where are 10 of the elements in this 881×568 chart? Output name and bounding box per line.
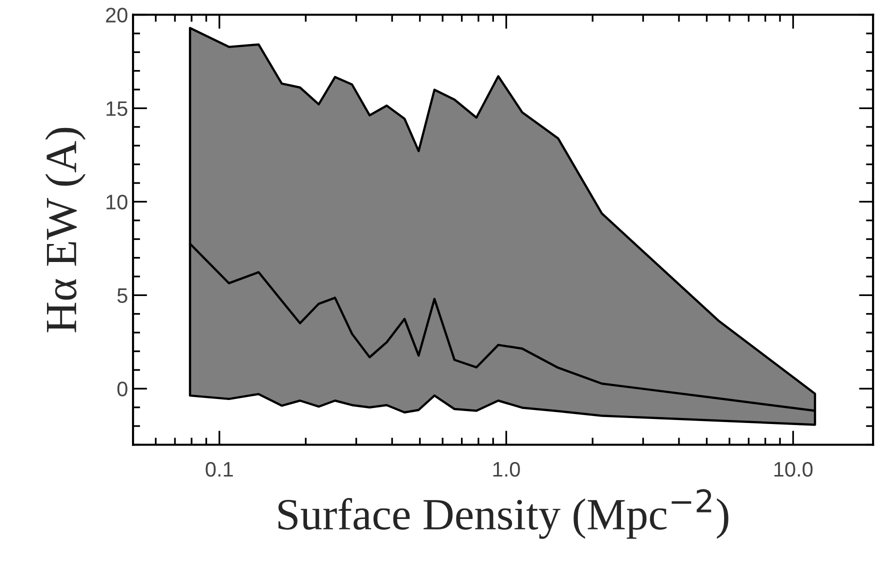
x-tick-label: 1.0 xyxy=(493,462,520,477)
y-tick-label: 0 xyxy=(117,382,128,396)
y-tick-label: 5 xyxy=(117,288,128,303)
y-tick-label: 10 xyxy=(106,194,128,210)
y-tick-label: 15 xyxy=(106,101,128,116)
x-tick-label: 10.0 xyxy=(774,462,813,477)
x-axis-title: Surface Density (Mpc$^{−2}$) xyxy=(278,489,728,539)
y-axis-title: Hα EW (A) xyxy=(45,128,86,332)
y-tick-label: 20 xyxy=(106,8,128,23)
x-tick-label: 0.1 xyxy=(206,462,233,477)
